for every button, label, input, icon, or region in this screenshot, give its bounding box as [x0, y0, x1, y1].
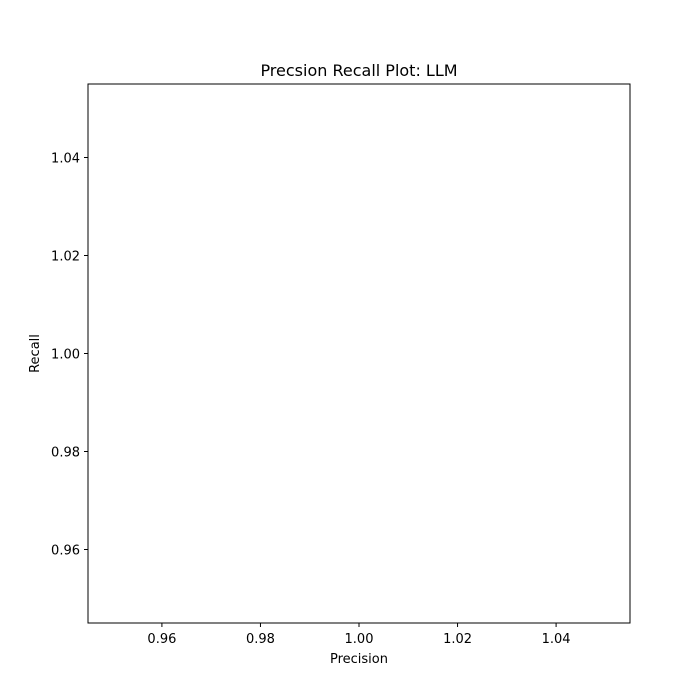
x-tick-label: 1.02 — [443, 632, 472, 647]
x-tick-label: 1.00 — [345, 632, 374, 647]
y-tick-label: 0.98 — [51, 446, 80, 461]
x-tick-label: 1.04 — [542, 632, 571, 647]
x-tick-label: 0.98 — [246, 632, 275, 647]
y-tick-label: 1.02 — [51, 250, 80, 265]
chart-title: Precsion Recall Plot: LLM — [260, 61, 457, 80]
y-tick-label: 1.04 — [51, 152, 80, 167]
y-tick-label: 1.00 — [51, 348, 80, 363]
x-axis-label: Precision — [330, 652, 388, 667]
y-axis-ticks: 0.96 0.98 1.00 1.02 1.04 — [51, 152, 88, 559]
y-tick-label: 0.96 — [51, 544, 80, 559]
x-axis-ticks: 0.96 0.98 1.00 1.02 1.04 — [147, 623, 571, 647]
x-tick-label: 0.96 — [147, 632, 176, 647]
y-axis-label: Recall — [28, 334, 43, 373]
